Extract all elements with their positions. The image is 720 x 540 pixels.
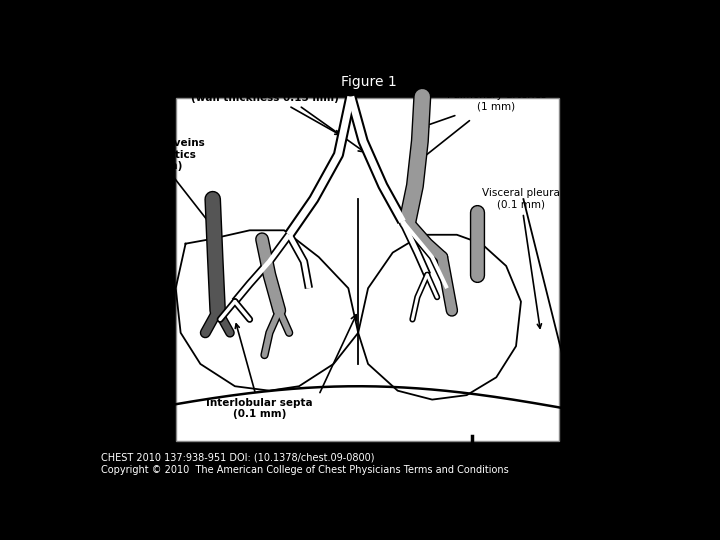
- Text: Bronchioles
(wall thickness 0.15 mm): Bronchioles (wall thickness 0.15 mm): [191, 82, 339, 134]
- Text: Normal Secondary Lobular Anatomy: Normal Secondary Lobular Anatomy: [189, 54, 527, 72]
- Text: Pulmonary veins
+ Lymphatics
(0.5 mm): Pulmonary veins + Lymphatics (0.5 mm): [107, 138, 212, 227]
- Text: 1 cm: 1 cm: [505, 460, 536, 473]
- Text: CHEST 2010 137:938-951 DOI: (10.1378/chest.09-0800): CHEST 2010 137:938-951 DOI: (10.1378/che…: [101, 453, 374, 463]
- Text: Visceral pleura
(0.1 mm): Visceral pleura (0.1 mm): [482, 188, 560, 328]
- FancyBboxPatch shape: [176, 98, 559, 441]
- Text: Interlobular septa
(0.1 mm): Interlobular septa (0.1 mm): [206, 324, 313, 419]
- Text: Copyright © 2010  The American College of Chest Physicians Terms and Conditions: Copyright © 2010 The American College of…: [101, 465, 509, 475]
- Text: Figure 1: Figure 1: [341, 75, 397, 89]
- Text: Pulmonary arteries
(1 mm): Pulmonary arteries (1 mm): [424, 90, 546, 127]
